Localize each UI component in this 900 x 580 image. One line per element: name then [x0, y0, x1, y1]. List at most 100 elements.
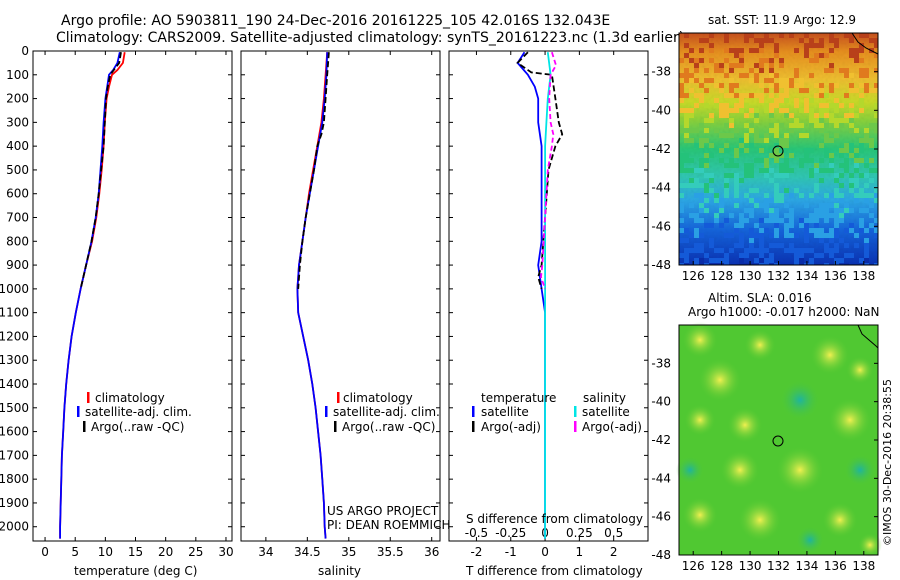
sst-pixel [794, 263, 799, 265]
sst-pixel [704, 188, 709, 193]
sst-pixel [809, 158, 814, 163]
sst-pixel [864, 238, 869, 243]
sst-pixel [739, 223, 744, 228]
sla-blob [698, 358, 742, 402]
sst-pixel [689, 88, 694, 93]
sst-pixel [689, 203, 694, 208]
sst-pixel [844, 93, 849, 98]
sst-pixel [704, 138, 709, 143]
sst-pixel [729, 213, 734, 218]
sst-pixel [684, 158, 689, 163]
sst-pixel [779, 33, 784, 38]
sst-pixel [684, 168, 689, 173]
sst-pixel [824, 93, 829, 98]
temperature-legend: climatology satellite-adj. clim. Argo(..… [77, 391, 192, 434]
sla-map-title-2: Argo h1000: -0.017 h2000: NaN [688, 305, 880, 319]
temperature-series-2 [79, 52, 122, 290]
sst-pixel [719, 203, 724, 208]
sst-pixel [819, 38, 824, 43]
sst-pixel [734, 163, 739, 168]
sst-pixel [684, 108, 689, 113]
sst-pixel [719, 83, 724, 88]
sst-pixel [799, 108, 804, 113]
sst-pixel [719, 103, 724, 108]
sst-pixel [834, 173, 839, 178]
sst-pixel [704, 183, 709, 188]
sst-pixel [709, 178, 714, 183]
sst-pixel [734, 83, 739, 88]
sst-pixel [859, 138, 864, 143]
map-x-tick-label: 138 [852, 559, 875, 573]
sst-pixel [804, 203, 809, 208]
sst-pixel [819, 103, 824, 108]
sst-pixel [839, 238, 844, 243]
map-y-tick-label: -48 [651, 258, 671, 272]
sst-pixel [734, 243, 739, 248]
sst-pixel [804, 223, 809, 228]
sst-pixel [729, 163, 734, 168]
sst-pixel [684, 33, 689, 38]
sst-pixel [754, 48, 759, 53]
sst-pixel [694, 178, 699, 183]
sst-pixel [729, 93, 734, 98]
map-x-tick-label: 132 [767, 559, 790, 573]
sst-pixel [699, 248, 704, 253]
sst-pixel [699, 163, 704, 168]
sst-pixel [739, 58, 744, 63]
sst-pixel [859, 33, 864, 38]
sst-pixel [679, 208, 684, 213]
sst-pixel [809, 98, 814, 103]
sst-pixel [714, 103, 719, 108]
sst-pixel [764, 88, 769, 93]
sst-pixel [814, 163, 819, 168]
sst-pixel [839, 163, 844, 168]
sst-pixel [874, 193, 878, 198]
y-tick-label: 500 [6, 163, 29, 177]
sst-pixel [684, 123, 689, 128]
sst-pixel [829, 193, 834, 198]
sst-pixel [679, 193, 684, 198]
sst-pixel [784, 163, 789, 168]
sst-pixel [699, 183, 704, 188]
sst-pixel [764, 138, 769, 143]
sst-pixel [809, 73, 814, 78]
sst-pixel [759, 168, 764, 173]
sst-pixel [749, 78, 754, 83]
sst-pixel [769, 103, 774, 108]
sst-pixel [759, 38, 764, 43]
sst-pixel [819, 238, 824, 243]
sst-pixel [849, 223, 854, 228]
sst-pixel [759, 233, 764, 238]
sst-pixel [679, 168, 684, 173]
sst-pixel [854, 178, 859, 183]
sst-pixel [784, 78, 789, 83]
sst-pixel [809, 193, 814, 198]
difference-series-0 [516, 51, 546, 539]
sst-pixel [834, 178, 839, 183]
sst-pixel [694, 93, 699, 98]
sst-pixel [734, 203, 739, 208]
salinity-xlabel: salinity [318, 564, 361, 578]
sst-pixel [854, 88, 859, 93]
sst-pixel [864, 128, 869, 133]
sst-pixel [834, 123, 839, 128]
sst-pixel [874, 53, 878, 58]
sst-pixel [839, 213, 844, 218]
sst-pixel [859, 193, 864, 198]
sla-blob [684, 404, 716, 436]
legend-swatch-S-argo [574, 421, 577, 432]
sst-pixel [694, 58, 699, 63]
sst-pixel [734, 183, 739, 188]
sst-pixel [824, 248, 829, 253]
sst-pixel [704, 198, 709, 203]
sst-pixel [809, 228, 814, 233]
sst-pixel [804, 133, 809, 138]
sst-pixel [744, 193, 749, 198]
sst-pixel [859, 173, 864, 178]
sst-pixel [849, 48, 854, 53]
sst-pixel [754, 73, 759, 78]
sst-pixel [764, 203, 769, 208]
x-tick-label: 5 [71, 545, 79, 559]
sst-pixel [864, 163, 869, 168]
sst-pixel [809, 118, 814, 123]
